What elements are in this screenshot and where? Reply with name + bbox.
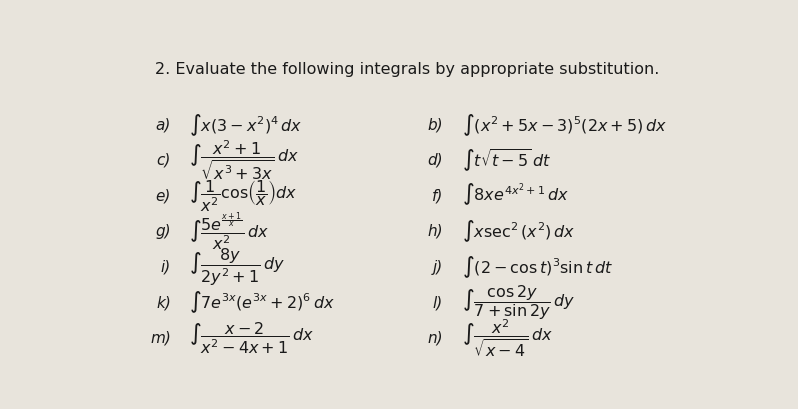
Text: $\int \dfrac{8y}{2y^2+1}\,dy$: $\int \dfrac{8y}{2y^2+1}\,dy$ — [189, 246, 286, 288]
Text: g): g) — [156, 224, 171, 239]
Text: $\int 8xe^{4x^2+1}\,dx$: $\int 8xe^{4x^2+1}\,dx$ — [461, 182, 569, 209]
Text: $\int \dfrac{x-2}{x^2-4x+1}\,dx$: $\int \dfrac{x-2}{x^2-4x+1}\,dx$ — [189, 320, 314, 356]
Text: l): l) — [433, 295, 443, 310]
Text: m): m) — [150, 331, 171, 346]
Text: $\int t\sqrt{t-5}\,dt$: $\int t\sqrt{t-5}\,dt$ — [461, 147, 551, 173]
Text: $\int x(3-x^2)^4\,dx$: $\int x(3-x^2)^4\,dx$ — [189, 112, 303, 137]
Text: a): a) — [156, 117, 171, 132]
Text: i): i) — [160, 260, 171, 274]
Text: b): b) — [428, 117, 443, 132]
Text: h): h) — [428, 224, 443, 239]
Text: $\int x\sec^2(x^2)\,dx$: $\int x\sec^2(x^2)\,dx$ — [461, 218, 575, 244]
Text: 2. Evaluate the following integrals by appropriate substitution.: 2. Evaluate the following integrals by a… — [156, 62, 660, 76]
Text: e): e) — [156, 188, 171, 203]
Text: k): k) — [156, 295, 171, 310]
Text: f): f) — [432, 188, 443, 203]
Text: $\int \dfrac{x^2}{\sqrt{x-4}}\,dx$: $\int \dfrac{x^2}{\sqrt{x-4}}\,dx$ — [461, 317, 552, 359]
Text: $\int (x^2+5x-3)^5(2x+5)\,dx$: $\int (x^2+5x-3)^5(2x+5)\,dx$ — [461, 112, 667, 137]
Text: $\int \dfrac{1}{x^2}\cos\!\left(\dfrac{1}{x}\right)dx$: $\int \dfrac{1}{x^2}\cos\!\left(\dfrac{1… — [189, 178, 298, 213]
Text: $\int \dfrac{5e^{\frac{x+1}{x}}}{x^2}\,dx$: $\int \dfrac{5e^{\frac{x+1}{x}}}{x^2}\,d… — [189, 210, 270, 253]
Text: $\int (2-\cos t)^3\sin t\,dt$: $\int (2-\cos t)^3\sin t\,dt$ — [461, 254, 613, 280]
Text: c): c) — [156, 153, 171, 168]
Text: n): n) — [428, 331, 443, 346]
Text: d): d) — [428, 153, 443, 168]
Text: $\int 7e^{3x}(e^{3x}+2)^6\,dx$: $\int 7e^{3x}(e^{3x}+2)^6\,dx$ — [189, 290, 335, 315]
Text: $\int \dfrac{x^2+1}{\sqrt{x^3+3x}}\,dx$: $\int \dfrac{x^2+1}{\sqrt{x^3+3x}}\,dx$ — [189, 139, 300, 182]
Text: $\int \dfrac{\cos 2y}{7+\sin 2y}\,dy$: $\int \dfrac{\cos 2y}{7+\sin 2y}\,dy$ — [461, 283, 575, 322]
Text: j): j) — [433, 260, 443, 274]
